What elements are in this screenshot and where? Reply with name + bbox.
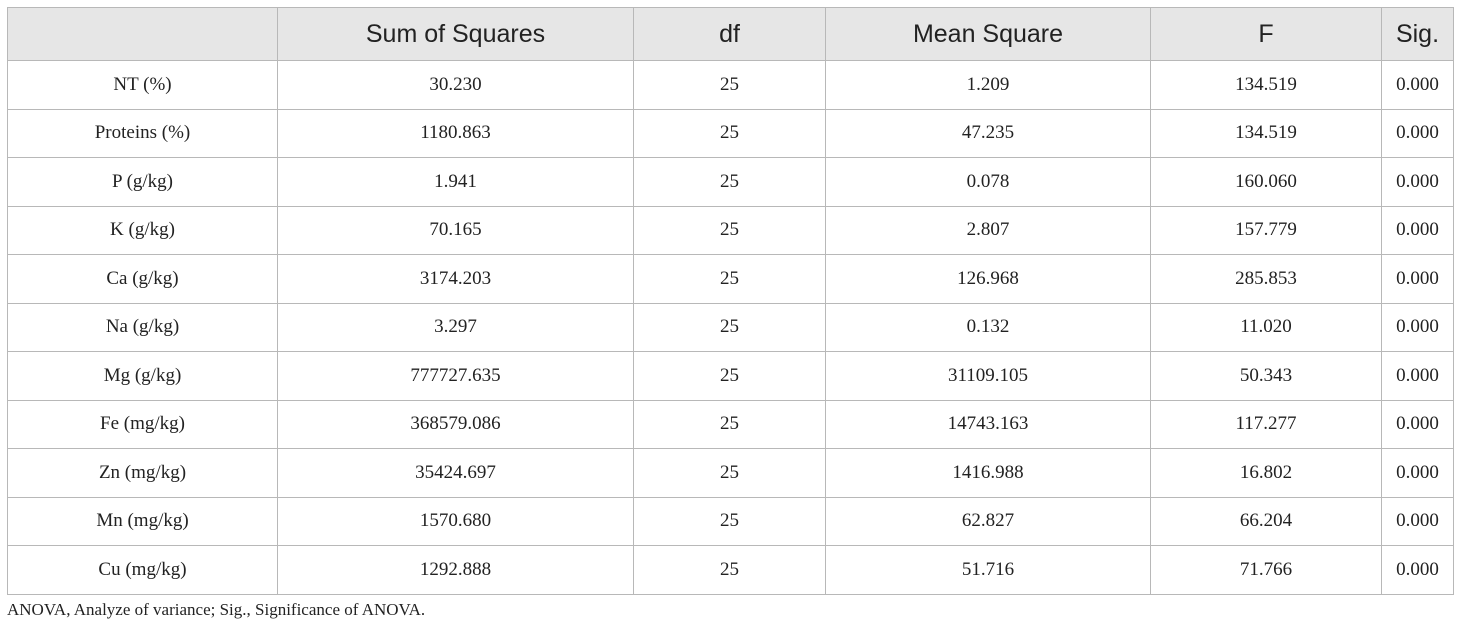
- cell-variable: Mn (mg/kg): [7, 496, 278, 546]
- cell-sig: 0.000: [1381, 157, 1454, 207]
- cell-mean-square: 1416.988: [825, 448, 1151, 498]
- cell-variable: Zn (mg/kg): [7, 448, 278, 498]
- cell-sum-of-squares: 35424.697: [277, 448, 634, 498]
- cell-f: 16.802: [1150, 448, 1382, 498]
- cell-mean-square: 62.827: [825, 496, 1151, 546]
- cell-sum-of-squares: 1.941: [277, 157, 634, 207]
- cell-f: 157.779: [1150, 205, 1382, 255]
- cell-variable: K (g/kg): [7, 205, 278, 255]
- table-row: Proteins (%) 1180.863 25 47.235 134.519 0.000: [7, 108, 1454, 158]
- cell-sum-of-squares: 1570.680: [277, 496, 634, 546]
- table-row: K (g/kg) 70.165 25 2.807 157.779 0.000: [7, 205, 1454, 255]
- cell-mean-square: 31109.105: [825, 351, 1151, 401]
- cell-df: 25: [633, 545, 826, 595]
- cell-df: 25: [633, 351, 826, 401]
- cell-sig: 0.000: [1381, 60, 1454, 110]
- table-row: Mg (g/kg) 777727.635 25 31109.105 50.343 0.00…: [7, 351, 1454, 401]
- cell-mean-square: 2.807: [825, 205, 1151, 255]
- cell-sig: 0.000: [1381, 351, 1454, 401]
- cell-variable: Na (g/kg): [7, 302, 278, 352]
- cell-mean-square: 126.968: [825, 254, 1151, 304]
- cell-sum-of-squares: 30.230: [277, 60, 634, 110]
- cell-mean-square: 47.235: [825, 108, 1151, 158]
- cell-variable: Fe (mg/kg): [7, 399, 278, 449]
- anova-table: Sum of Squares df Mean Square F Sig. NT …: [7, 7, 1454, 595]
- header-variable: [7, 7, 278, 61]
- cell-variable: Proteins (%): [7, 108, 278, 158]
- table-row: Zn (mg/kg) 35424.697 25 1416.988 16.802 0.000: [7, 448, 1454, 498]
- cell-sig: 0.000: [1381, 448, 1454, 498]
- table-footnote: ANOVA, Analyze of variance; Sig., Signif…: [7, 600, 426, 619]
- cell-df: 25: [633, 60, 826, 110]
- cell-sig: 0.000: [1381, 302, 1454, 352]
- cell-sum-of-squares: 368579.086: [277, 399, 634, 449]
- table-row: P (g/kg) 1.941 25 0.078 160.060 0.000: [7, 157, 1454, 207]
- cell-variable: Ca (g/kg): [7, 254, 278, 304]
- cell-sig: 0.000: [1381, 108, 1454, 158]
- cell-mean-square: 0.132: [825, 302, 1151, 352]
- cell-mean-square: 1.209: [825, 60, 1151, 110]
- cell-sum-of-squares: 70.165: [277, 205, 634, 255]
- cell-sum-of-squares: 777727.635: [277, 351, 634, 401]
- table-row: Ca (g/kg) 3174.203 25 126.968 285.853 0.000: [7, 254, 1454, 304]
- cell-mean-square: 14743.163: [825, 399, 1151, 449]
- cell-mean-square: 51.716: [825, 545, 1151, 595]
- cell-sig: 0.000: [1381, 545, 1454, 595]
- header-df: df: [633, 7, 826, 61]
- cell-f: 160.060: [1150, 157, 1382, 207]
- cell-f: 66.204: [1150, 496, 1382, 546]
- table-row: NT (%) 30.230 25 1.209 134.519 0.000: [7, 60, 1454, 110]
- cell-df: 25: [633, 496, 826, 546]
- cell-sum-of-squares: 1292.888: [277, 545, 634, 595]
- cell-sum-of-squares: 3174.203: [277, 254, 634, 304]
- cell-f: 50.343: [1150, 351, 1382, 401]
- cell-df: 25: [633, 205, 826, 255]
- cell-sig: 0.000: [1381, 496, 1454, 546]
- cell-df: 25: [633, 157, 826, 207]
- cell-variable: Mg (g/kg): [7, 351, 278, 401]
- cell-f: 134.519: [1150, 60, 1382, 110]
- cell-sig: 0.000: [1381, 254, 1454, 304]
- header-sum-of-squares: Sum of Squares: [277, 7, 634, 61]
- cell-df: 25: [633, 108, 826, 158]
- anova-table-container: Sum of Squares df Mean Square F Sig. NT …: [7, 7, 1454, 595]
- header-row: Sum of Squares df Mean Square F Sig.: [7, 7, 1454, 61]
- cell-sig: 0.000: [1381, 399, 1454, 449]
- header-f: F: [1150, 7, 1382, 61]
- cell-f: 117.277: [1150, 399, 1382, 449]
- table-row: Na (g/kg) 3.297 25 0.132 11.020 0.000: [7, 302, 1454, 352]
- table-row: Mn (mg/kg) 1570.680 25 62.827 66.204 0.000: [7, 496, 1454, 546]
- cell-variable: NT (%): [7, 60, 278, 110]
- cell-df: 25: [633, 302, 826, 352]
- header-sig: Sig.: [1381, 7, 1454, 61]
- cell-sig: 0.000: [1381, 205, 1454, 255]
- cell-df: 25: [633, 399, 826, 449]
- cell-df: 25: [633, 254, 826, 304]
- table-row: Cu (mg/kg) 1292.888 25 51.716 71.766 0.000: [7, 545, 1454, 595]
- cell-f: 11.020: [1150, 302, 1382, 352]
- cell-f: 71.766: [1150, 545, 1382, 595]
- cell-df: 25: [633, 448, 826, 498]
- cell-sum-of-squares: 1180.863: [277, 108, 634, 158]
- cell-f: 285.853: [1150, 254, 1382, 304]
- cell-sum-of-squares: 3.297: [277, 302, 634, 352]
- table-body: NT (%) 30.230 25 1.209 134.519 0.000 Proteins …: [7, 60, 1454, 595]
- cell-f: 134.519: [1150, 108, 1382, 158]
- header-mean-square: Mean Square: [825, 7, 1151, 61]
- table-row: Fe (mg/kg) 368579.086 25 14743.163 117.277 0.…: [7, 399, 1454, 449]
- cell-variable: Cu (mg/kg): [7, 545, 278, 595]
- cell-variable: P (g/kg): [7, 157, 278, 207]
- cell-mean-square: 0.078: [825, 157, 1151, 207]
- table-header: Sum of Squares df Mean Square F Sig.: [7, 7, 1454, 61]
